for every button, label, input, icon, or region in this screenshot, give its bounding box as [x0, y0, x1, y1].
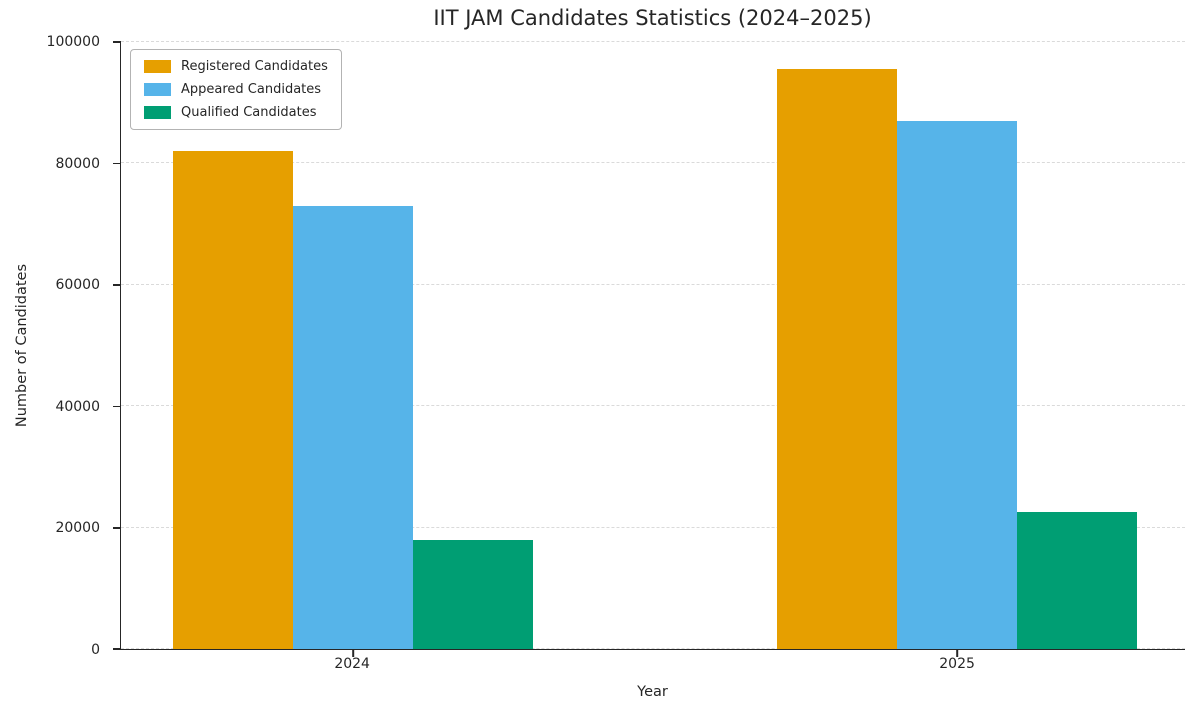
y-tick-mark — [113, 648, 121, 650]
gridline — [121, 283, 1185, 285]
legend-swatch-appeared — [144, 83, 171, 96]
x-tick-mark — [352, 649, 354, 657]
gridline — [121, 526, 1185, 528]
x-tick-mark — [956, 649, 959, 657]
x-tick-labels: 2024 2025 — [120, 656, 1185, 674]
bars-layer — [121, 42, 1185, 649]
y-tick-mark — [113, 284, 121, 286]
bar-qualified-2025 — [1017, 512, 1138, 649]
y-tick-mark — [113, 527, 121, 529]
gridline — [121, 162, 1185, 164]
gridline — [121, 41, 1185, 42]
legend-item: Appeared Candidates — [144, 82, 328, 97]
bar-appeared-2024 — [292, 205, 413, 649]
plot-area: Registered Candidates Appeared Candidates… — [113, 41, 1185, 657]
legend-swatch-registered — [144, 60, 171, 73]
legend-label: Appeared Candidates — [181, 82, 322, 97]
gridlines-layer — [113, 41, 1185, 657]
bar-qualified-2024 — [412, 539, 533, 649]
bar-registered-2025 — [777, 69, 898, 649]
y-tick-label: 40000 — [55, 398, 100, 415]
y-tick-mark — [113, 162, 121, 165]
legend-item: Registered Candidates — [144, 59, 328, 74]
legend-label: Registered Candidates — [181, 59, 328, 74]
x-tick-label: 2024 — [334, 656, 370, 672]
bar-appeared-2025 — [897, 120, 1018, 649]
x-axis-label: Year — [637, 684, 668, 700]
y-tick-mark — [113, 405, 121, 408]
chart-title: IIT JAM Candidates Statistics (2024–2025… — [433, 6, 872, 30]
gridline — [121, 648, 1185, 649]
y-tick-label: 0 — [91, 642, 100, 658]
x-tick-label: 2025 — [939, 656, 975, 672]
y-tick-label: 20000 — [55, 520, 100, 537]
y-tick-mark — [113, 41, 121, 43]
y-tick-label: 80000 — [55, 155, 100, 172]
legend-item: Qualified Candidates — [144, 105, 328, 120]
legend-swatch-qualified — [144, 106, 171, 119]
y-tick-labels: 0 20000 40000 60000 80000 100000 — [0, 34, 112, 658]
bar-registered-2024 — [173, 151, 293, 649]
legend: Registered Candidates Appeared Candidates… — [130, 49, 342, 130]
gridline — [121, 405, 1185, 407]
y-tick-label: 60000 — [55, 277, 100, 294]
legend-label: Qualified Candidates — [181, 105, 317, 120]
y-tick-label: 100000 — [46, 34, 100, 50]
